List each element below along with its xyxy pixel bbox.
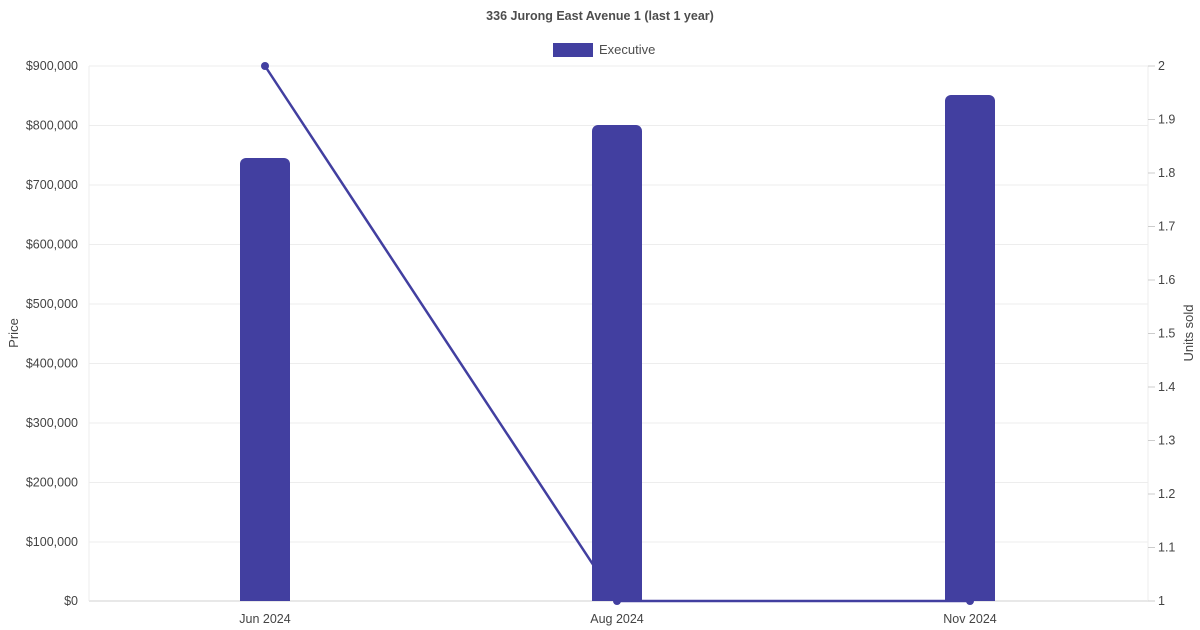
svg-text:$200,000: $200,000 xyxy=(26,476,78,490)
svg-text:1.5: 1.5 xyxy=(1158,327,1175,341)
svg-text:1.4: 1.4 xyxy=(1158,380,1175,394)
svg-text:Nov 2024: Nov 2024 xyxy=(943,612,997,626)
svg-text:$400,000: $400,000 xyxy=(26,357,78,371)
svg-text:1.1: 1.1 xyxy=(1158,541,1175,555)
svg-text:1.6: 1.6 xyxy=(1158,273,1175,287)
svg-text:1.3: 1.3 xyxy=(1158,434,1175,448)
svg-text:$900,000: $900,000 xyxy=(26,59,78,73)
svg-text:2: 2 xyxy=(1158,59,1165,73)
svg-text:1.8: 1.8 xyxy=(1158,166,1175,180)
svg-text:$500,000: $500,000 xyxy=(26,297,78,311)
svg-text:$0: $0 xyxy=(64,594,78,608)
svg-text:Units sold: Units sold xyxy=(1181,304,1196,361)
svg-text:$700,000: $700,000 xyxy=(26,178,78,192)
svg-text:336 Jurong East Avenue 1 (last: 336 Jurong East Avenue 1 (last 1 year) xyxy=(486,9,714,23)
svg-text:1.2: 1.2 xyxy=(1158,487,1175,501)
svg-text:Aug 2024: Aug 2024 xyxy=(590,612,644,626)
svg-text:1: 1 xyxy=(1158,594,1165,608)
svg-text:1.7: 1.7 xyxy=(1158,220,1175,234)
svg-text:$300,000: $300,000 xyxy=(26,416,78,430)
svg-text:Jun 2024: Jun 2024 xyxy=(239,612,290,626)
svg-text:Executive: Executive xyxy=(599,42,655,57)
svg-text:$800,000: $800,000 xyxy=(26,119,78,133)
svg-text:$600,000: $600,000 xyxy=(26,238,78,252)
svg-text:$100,000: $100,000 xyxy=(26,535,78,549)
svg-text:Price: Price xyxy=(6,318,21,348)
svg-text:1.9: 1.9 xyxy=(1158,113,1175,127)
